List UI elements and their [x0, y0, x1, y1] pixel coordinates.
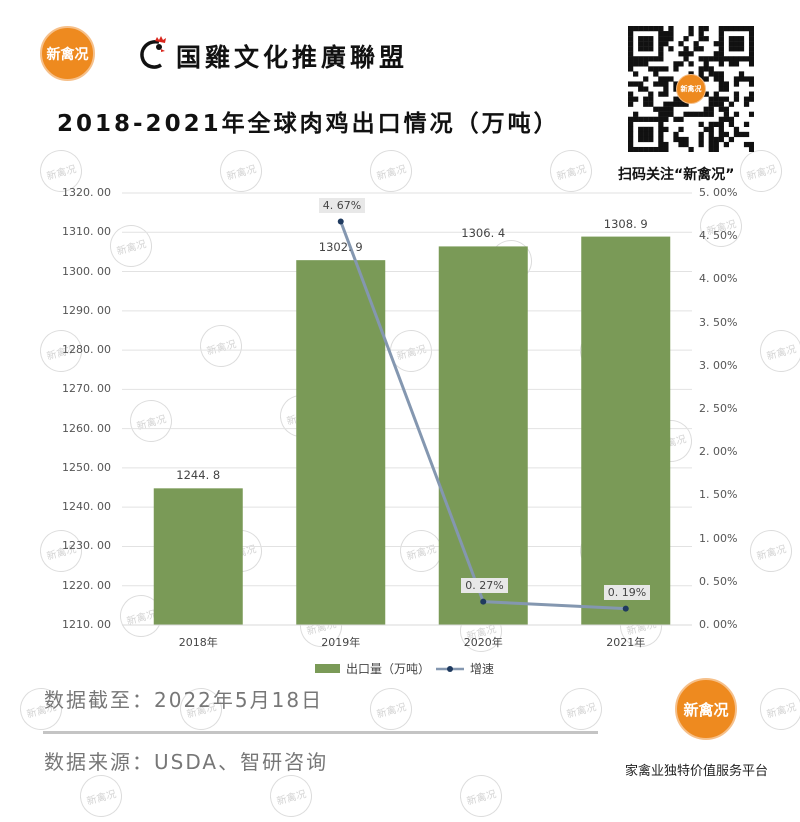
- growth-point: [480, 598, 487, 605]
- left-axis-tick: 1260. 00: [62, 421, 111, 435]
- x-axis-category: 2021年: [606, 636, 646, 649]
- left-axis-tick: 1270. 00: [62, 382, 111, 396]
- footer-logo: 新禽况: [675, 678, 737, 740]
- left-axis-tick: 1310. 00: [62, 225, 111, 239]
- growth-point: [622, 605, 629, 612]
- qr-caption: 扫码关注“新禽况”: [618, 167, 735, 183]
- bar-value-label: 1244. 8: [176, 468, 221, 483]
- growth-value-label: 0. 27%: [461, 577, 508, 593]
- left-axis-tick: 1290. 00: [62, 303, 111, 317]
- right-axis-tick: 1. 00%: [699, 531, 738, 545]
- right-axis-tick: 3. 00%: [699, 358, 738, 372]
- qr-center-logo: 新禽况: [676, 74, 706, 104]
- bar-value-label: 1308. 9: [603, 216, 648, 231]
- legend-line-swatch: [436, 663, 465, 675]
- bar-value-label: 1306. 4: [461, 226, 506, 241]
- right-axis-tick: 3. 50%: [699, 315, 738, 329]
- bar-2018年: [153, 488, 243, 625]
- left-axis-tick: 1240. 00: [62, 500, 111, 514]
- growth-value-label: 4. 67%: [318, 197, 366, 213]
- right-axis-tick: 4. 00%: [699, 272, 738, 286]
- bar-2019年: [296, 260, 386, 625]
- legend-bar-swatch: [315, 664, 340, 673]
- legend: 出口量（万吨） 增速: [315, 660, 494, 677]
- x-axis-category: 2019年: [321, 636, 361, 649]
- chart-canvas: [122, 192, 692, 626]
- left-axis-tick: 1300. 00: [62, 264, 111, 278]
- bar-2021年: [581, 236, 671, 626]
- brand-logo-text: 新禽况: [46, 46, 89, 63]
- bar-2020年: [438, 246, 528, 626]
- data-cutoff: 数据截至：2022年5月18日: [44, 688, 324, 712]
- right-axis-tick: 1. 50%: [699, 488, 738, 502]
- left-axis-tick: 1250. 00: [62, 460, 111, 474]
- left-axis-tick: 1220. 00: [62, 578, 111, 592]
- legend-bar-label: 出口量（万吨）: [346, 662, 431, 676]
- right-axis-tick: 2. 00%: [699, 445, 738, 459]
- page-title: 2018-2021年全球肉鸡出口情况（万吨）: [57, 111, 560, 137]
- alliance-name: 国雞文化推廣聯盟: [176, 43, 409, 72]
- left-axis-tick: 1280. 00: [62, 343, 111, 357]
- qr-code: [628, 26, 754, 152]
- rooster-icon: [140, 36, 166, 69]
- left-axis-tick: 1210. 00: [62, 618, 111, 631]
- left-axis-tick: 1230. 00: [62, 539, 111, 553]
- right-axis-tick: 4. 50%: [699, 229, 738, 243]
- right-axis-tick: 0. 50%: [699, 574, 738, 588]
- left-axis-tick: 1320. 00: [62, 186, 111, 199]
- x-axis-category: 2020年: [463, 636, 503, 649]
- brand-logo: 新禽况: [40, 26, 95, 81]
- legend-line-label: 增速: [470, 662, 495, 676]
- right-axis-tick: 5. 00%: [699, 186, 738, 199]
- bar-value-label: 1302. 9: [318, 240, 363, 255]
- footer-divider: [43, 731, 598, 734]
- x-axis-category: 2018年: [178, 636, 218, 649]
- right-axis-tick: 0. 00%: [699, 618, 738, 631]
- tagline: 家禽业独特价值服务平台: [625, 764, 769, 779]
- data-source: 数据来源：USDA、智研咨询: [44, 750, 329, 774]
- growth-point: [337, 218, 344, 225]
- growth-value-label: 0. 19%: [603, 584, 651, 600]
- right-axis-tick: 2. 50%: [699, 402, 738, 415]
